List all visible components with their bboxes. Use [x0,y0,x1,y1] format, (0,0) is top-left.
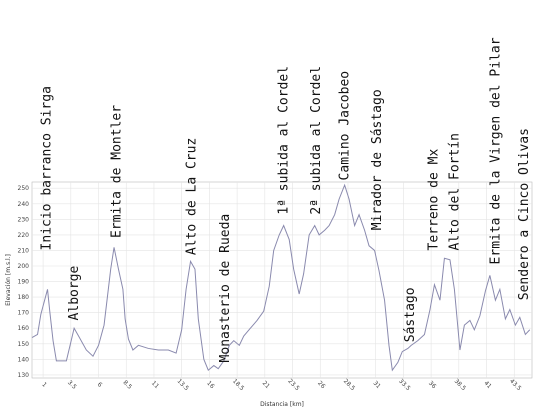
x-tick-label: 13.5 [176,378,191,393]
annotation: Sendero a Cinco Olivas [517,128,532,300]
plot-area [31,181,533,379]
y-axis-label: Elevación [m.s.l.] [5,254,12,306]
annotation: 1ª subida al Cordel [277,66,292,215]
x-tick-label: 31 [372,380,382,390]
annotation: Mirador de Sástago [370,89,385,230]
x-tick-label: 41 [482,380,492,390]
annotation: Terreno de Mx [426,149,441,251]
y-tick-label: 190 [18,279,30,286]
x-tick-label: 36 [427,380,437,390]
annotation: Inicio barranco Sirga [39,86,54,250]
y-tick-label: 160 [18,325,30,332]
y-tick-label: 240 [18,201,30,208]
annotation: 2ª subida al Cordel [309,66,324,215]
y-tick-label: 200 [18,263,30,270]
annotation: Alborge [67,265,82,320]
x-tick-label: 23.5 [286,378,301,393]
annotation: Camino Jacobeo [338,71,353,181]
annotation: Ermita de la Virgen del Pilar [488,37,503,264]
elevation-line [31,183,531,372]
y-tick-label: 230 [18,216,30,223]
annotation: Alto del Fortín [447,133,462,250]
x-tick-label: 16 [205,380,215,390]
x-tick-label: 43.5 [508,378,523,393]
y-tick-label: 150 [18,341,30,348]
y-tick-label: 220 [18,232,30,239]
y-tick-label: 210 [18,247,30,254]
x-tick-label: 11 [150,380,160,390]
x-tick-label: 21 [261,380,271,390]
x-tick-label: 18.5 [231,378,246,393]
y-tick-label: 170 [18,310,30,317]
x-tick-label: 26 [316,380,326,390]
x-tick-label: 28.5 [342,378,357,393]
x-axis-label: Distancia [km] [260,401,304,408]
y-tick-label: 140 [18,356,30,363]
y-tick-label: 130 [18,372,30,379]
x-tick-label: 8.5 [121,379,133,391]
annotation: Ermita de Montler [109,105,124,238]
annotation: Monasterio de Rueda [218,214,233,363]
x-tick-label: 1 [40,381,48,389]
annotation: Sástago [403,287,418,342]
x-tick-label: 3.5 [66,379,78,391]
x-tick-label: 33.5 [397,378,412,393]
y-tick-label: 180 [18,294,30,301]
x-tick-label: 38.5 [453,378,468,393]
annotation: Alto de La Cruz [185,138,200,255]
y-tick-label: 250 [18,185,30,192]
x-tick-label: 6 [96,381,104,389]
